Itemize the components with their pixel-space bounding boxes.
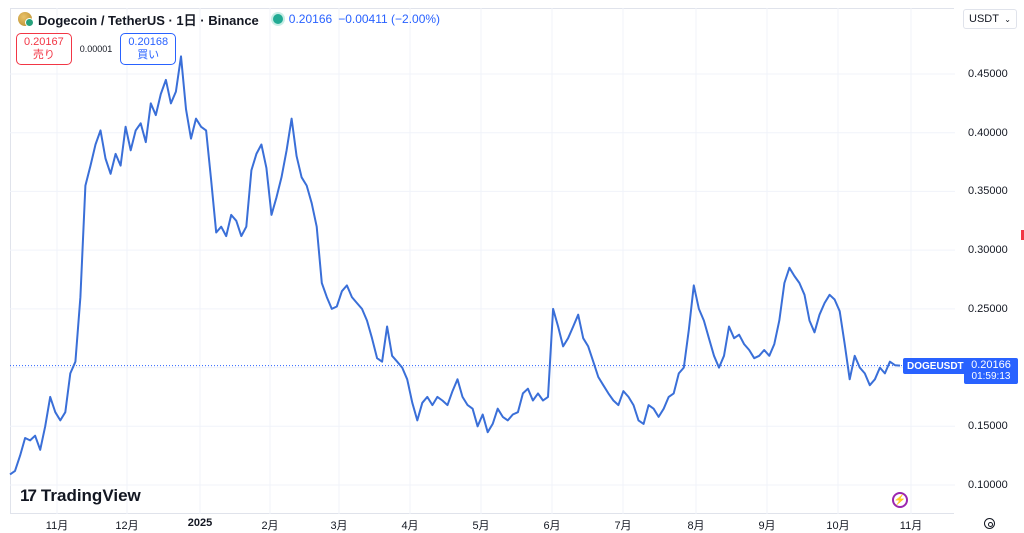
lightning-icon[interactable]: ⚡ (892, 492, 908, 508)
x-tick-label: 4月 (401, 520, 419, 532)
settings-icon[interactable] (984, 518, 995, 529)
sell-price: 0.20167 (24, 36, 64, 48)
symbol-title[interactable]: Dogecoin / TetherUS · 1日 · Binance (38, 12, 259, 28)
x-tick-label: 9月 (758, 520, 776, 532)
currency-value: USDT (969, 13, 999, 25)
x-tick-label: 7月 (614, 520, 632, 532)
y-tick-label: 0.30000 (968, 244, 1008, 257)
buy-price: 0.20168 (128, 36, 169, 48)
market-status-icon (272, 14, 283, 24)
series-line (9, 55, 901, 476)
y-tick-label: 0.45000 (968, 68, 1008, 80)
chart-grid (10, 8, 955, 514)
current-price: 0.20166 (288, 12, 333, 26)
currency-select[interactable]: USDT ⌄ (963, 9, 1017, 29)
last-price-tag: 0.20166 01:59:13 (964, 358, 1018, 384)
y-tick-label: 0.15000 (968, 420, 1008, 433)
y-tick-label: 0.25000 (968, 302, 1008, 315)
x-tick-label: 10月 (826, 520, 850, 532)
x-tick-label: 12月 (115, 520, 139, 532)
x-tick-label: 5月 (472, 520, 490, 532)
dogecoin-icon (18, 12, 34, 27)
bar-countdown: 01:59:13 (971, 371, 1011, 382)
logo-text: TradingView (40, 486, 141, 505)
y-tick-label: 0.40000 (968, 126, 1008, 139)
price-chart[interactable] (0, 0, 960, 516)
sell-button[interactable]: 0.20167 売り (16, 33, 72, 65)
edge-marker (1021, 230, 1024, 240)
chart-area[interactable] (10, 8, 954, 514)
x-tick-label: 3月 (330, 520, 348, 532)
spread-value: 0.00001 (79, 44, 113, 54)
y-tick-label: 0.10000 (968, 479, 1008, 491)
buy-label: 買い (137, 49, 160, 61)
y-tick-label: 0.35000 (968, 185, 1008, 198)
x-tick-label: 11月 (899, 520, 923, 532)
x-tick-label: 11月 (45, 520, 69, 532)
buy-button[interactable]: 0.20168 買い (120, 33, 177, 65)
last-price-value: 0.20166 (971, 359, 1011, 371)
x-tick-label: 6月 (543, 520, 561, 532)
symbol-header[interactable]: Dogecoin / TetherUS · 1日 · Binance 0.201… (18, 10, 440, 28)
x-tick-label: 2月 (261, 520, 279, 532)
sell-label: 売り (32, 49, 55, 61)
tradingview-logo[interactable]: 17 TradingView (20, 486, 141, 506)
symbol-price-label: DOGEUSDT (903, 358, 968, 374)
x-tick-label: 8月 (687, 520, 705, 532)
x-tick-label: 2025 (187, 517, 213, 529)
tradingview-logo-icon: 17 (20, 486, 37, 505)
chevron-down-icon: ⌄ (1004, 14, 1011, 24)
price-change: −0.00411 (−2.00%) (338, 12, 441, 26)
trade-buttons: 0.20167 売り 0.00001 0.20168 買い (16, 33, 177, 65)
